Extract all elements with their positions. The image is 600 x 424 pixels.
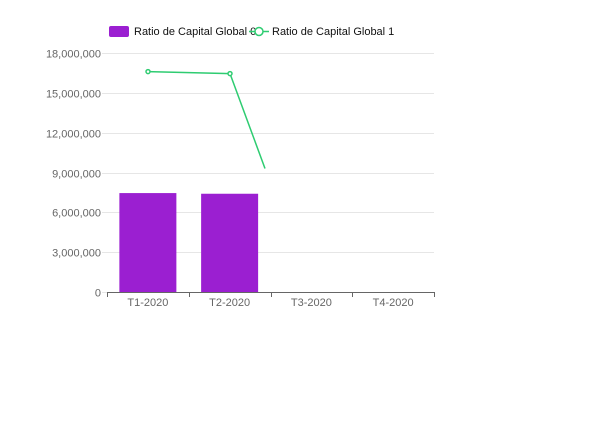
legend-label-line-series: Ratio de Capital Global 1 — [272, 26, 394, 38]
legend: Ratio de Capital Global 0 Ratio de Capit… — [109, 26, 394, 38]
x-axis: T1-2020 T2-2020 T3-2020 T4-2020 — [107, 292, 435, 309]
legend-swatch-bar — [109, 26, 129, 37]
legend-label-bar-series: Ratio de Capital Global 0 — [134, 26, 256, 38]
bar-series — [119, 193, 259, 292]
x-tick-label: T2-2020 — [209, 297, 250, 309]
legend-item-line-series[interactable]: Ratio de Capital Global 1 — [249, 26, 394, 38]
y-tick-label: 6,000,000 — [52, 208, 101, 220]
legend-swatch-line-marker — [254, 26, 264, 37]
x-tick-label: T4-2020 — [373, 297, 414, 309]
y-axis: 0 3,000,000 6,000,000 9,000,000 12,000,000 15… — [46, 49, 107, 300]
y-tick-label: 3,000,000 — [52, 248, 101, 260]
x-tick-label: T1-2020 — [127, 297, 168, 309]
legend-item-bar-series[interactable]: Ratio de Capital Global 0 — [109, 26, 256, 38]
y-tick-label: 12,000,000 — [46, 129, 101, 141]
x-tick-label: T3-2020 — [291, 297, 332, 309]
line-point[interactable] — [227, 70, 233, 77]
line-series — [145, 68, 266, 169]
bar[interactable] — [201, 193, 259, 292]
y-tick-label: 15,000,000 — [46, 89, 101, 101]
line-path — [147, 70, 266, 169]
y-tick-label: 18,000,000 — [46, 49, 101, 61]
y-tick-label: 0 — [95, 288, 101, 300]
bar[interactable] — [119, 193, 177, 292]
y-tick-label: 9,000,000 — [52, 169, 101, 181]
line-point[interactable] — [145, 68, 151, 75]
